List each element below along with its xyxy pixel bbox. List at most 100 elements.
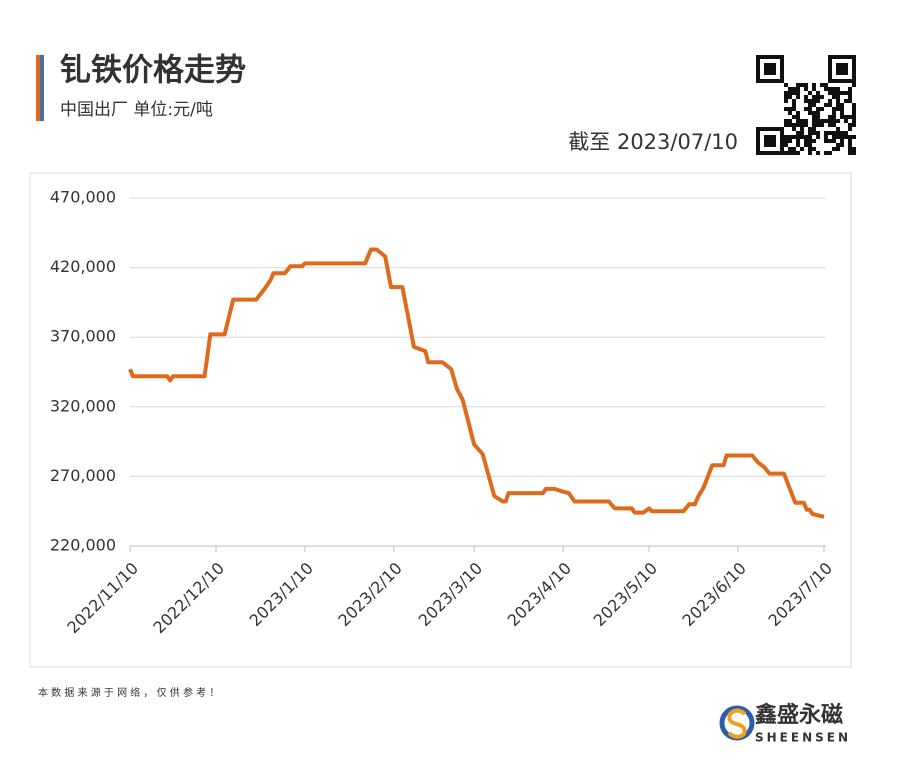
qr-cell [792,103,796,107]
price-line [128,247,825,519]
accent-bar [40,55,44,121]
qr-cell [848,135,852,139]
footer-note: 本 数 据 来 源 于 网 络 ， 仅 供 参 考 ！ [38,686,219,699]
qr-cell [800,135,804,139]
qr-finder [828,55,856,83]
qr-cell [848,127,852,131]
qr-cell [832,95,836,99]
qr-cell [788,111,792,115]
qr-cell [792,151,796,155]
qr-cell [820,123,824,127]
qr-cell [812,115,816,119]
y-tick-label: 270,000 [50,466,116,485]
qr-cell [788,151,792,155]
qr-cell [836,127,840,131]
qr-cell [812,111,816,115]
qr-cell [796,131,800,135]
qr-cell [808,107,812,111]
qr-cell [804,139,808,143]
qr-cell [784,99,788,103]
brand-name-en: SHEENSEN [755,731,851,745]
qr-cell [832,139,836,143]
qr-cell [832,111,836,115]
qr-cell [840,111,844,115]
qr-cell [808,131,812,135]
qr-cell [844,99,848,103]
qr-cell [784,95,788,99]
qr-cell [804,107,808,111]
qr-cell [844,91,848,95]
qr-finder [756,127,784,155]
qr-cell [852,119,856,123]
qr-cell [784,83,788,87]
qr-cell [796,111,800,115]
qr-cell [848,115,852,119]
qr-cell [836,99,840,103]
qr-cell [804,99,808,103]
qr-cell [788,123,792,127]
qr-cell [816,119,820,123]
qr-cell [852,115,856,119]
qr-cell [852,123,856,127]
qr-cell [848,95,852,99]
qr-cell [832,123,836,127]
qr-cell [832,91,836,95]
qr-cell [836,147,840,151]
qr-cell [840,115,844,119]
qr-cell [852,107,856,111]
qr-cell [812,99,816,103]
qr-cell [784,91,788,95]
qr-cell [800,123,804,127]
qr-cell [848,87,852,91]
qr-cell [784,123,788,127]
qr-cell [792,147,796,151]
qr-cell [832,107,836,111]
qr-cell [808,103,812,107]
x-tick-label: 2022/12/10 [149,559,228,638]
qr-cell [820,107,824,111]
qr-cell [848,143,852,147]
qr-cell [788,91,792,95]
qr-cell [816,123,820,127]
qr-cell [788,95,792,99]
qr-cell [824,103,828,107]
qr-cell [812,127,816,131]
qr-cell [808,143,812,147]
qr-cell [816,115,820,119]
qr-cell [784,135,788,139]
qr-cell [784,107,788,111]
qr-cell [844,135,848,139]
qr-cell [788,147,792,151]
qr-cell [812,139,816,143]
brand-name: 鑫盛永磁 [755,702,843,728]
qr-cell [804,123,808,127]
qr-cell [812,95,816,99]
qr-cell [792,115,796,119]
qr-cell [848,139,852,143]
qr-cell [792,107,796,111]
qr-cell [836,103,840,107]
qr-cell [832,87,836,91]
qr-cell [824,131,828,135]
x-tick-label: 2023/1/10 [245,559,316,630]
qr-cell [784,139,788,143]
qr-cell [848,91,852,95]
x-tick-label: 2023/3/10 [415,559,486,630]
qr-cell [828,151,832,155]
qr-cell [824,151,828,155]
qr-cell [836,135,840,139]
qr-cell [808,151,812,155]
qr-cell [808,91,812,95]
qr-cell [784,143,788,147]
qr-cell [812,123,816,127]
qr-cell [840,91,844,95]
qr-cell [848,99,852,103]
qr-cell [804,143,808,147]
qr-cell [828,115,832,119]
accent-bar [36,55,40,121]
qr-cell [840,143,844,147]
qr-cell [804,83,808,87]
qr-cell [796,123,800,127]
qr-cell [816,151,820,155]
qr-cell [840,135,844,139]
